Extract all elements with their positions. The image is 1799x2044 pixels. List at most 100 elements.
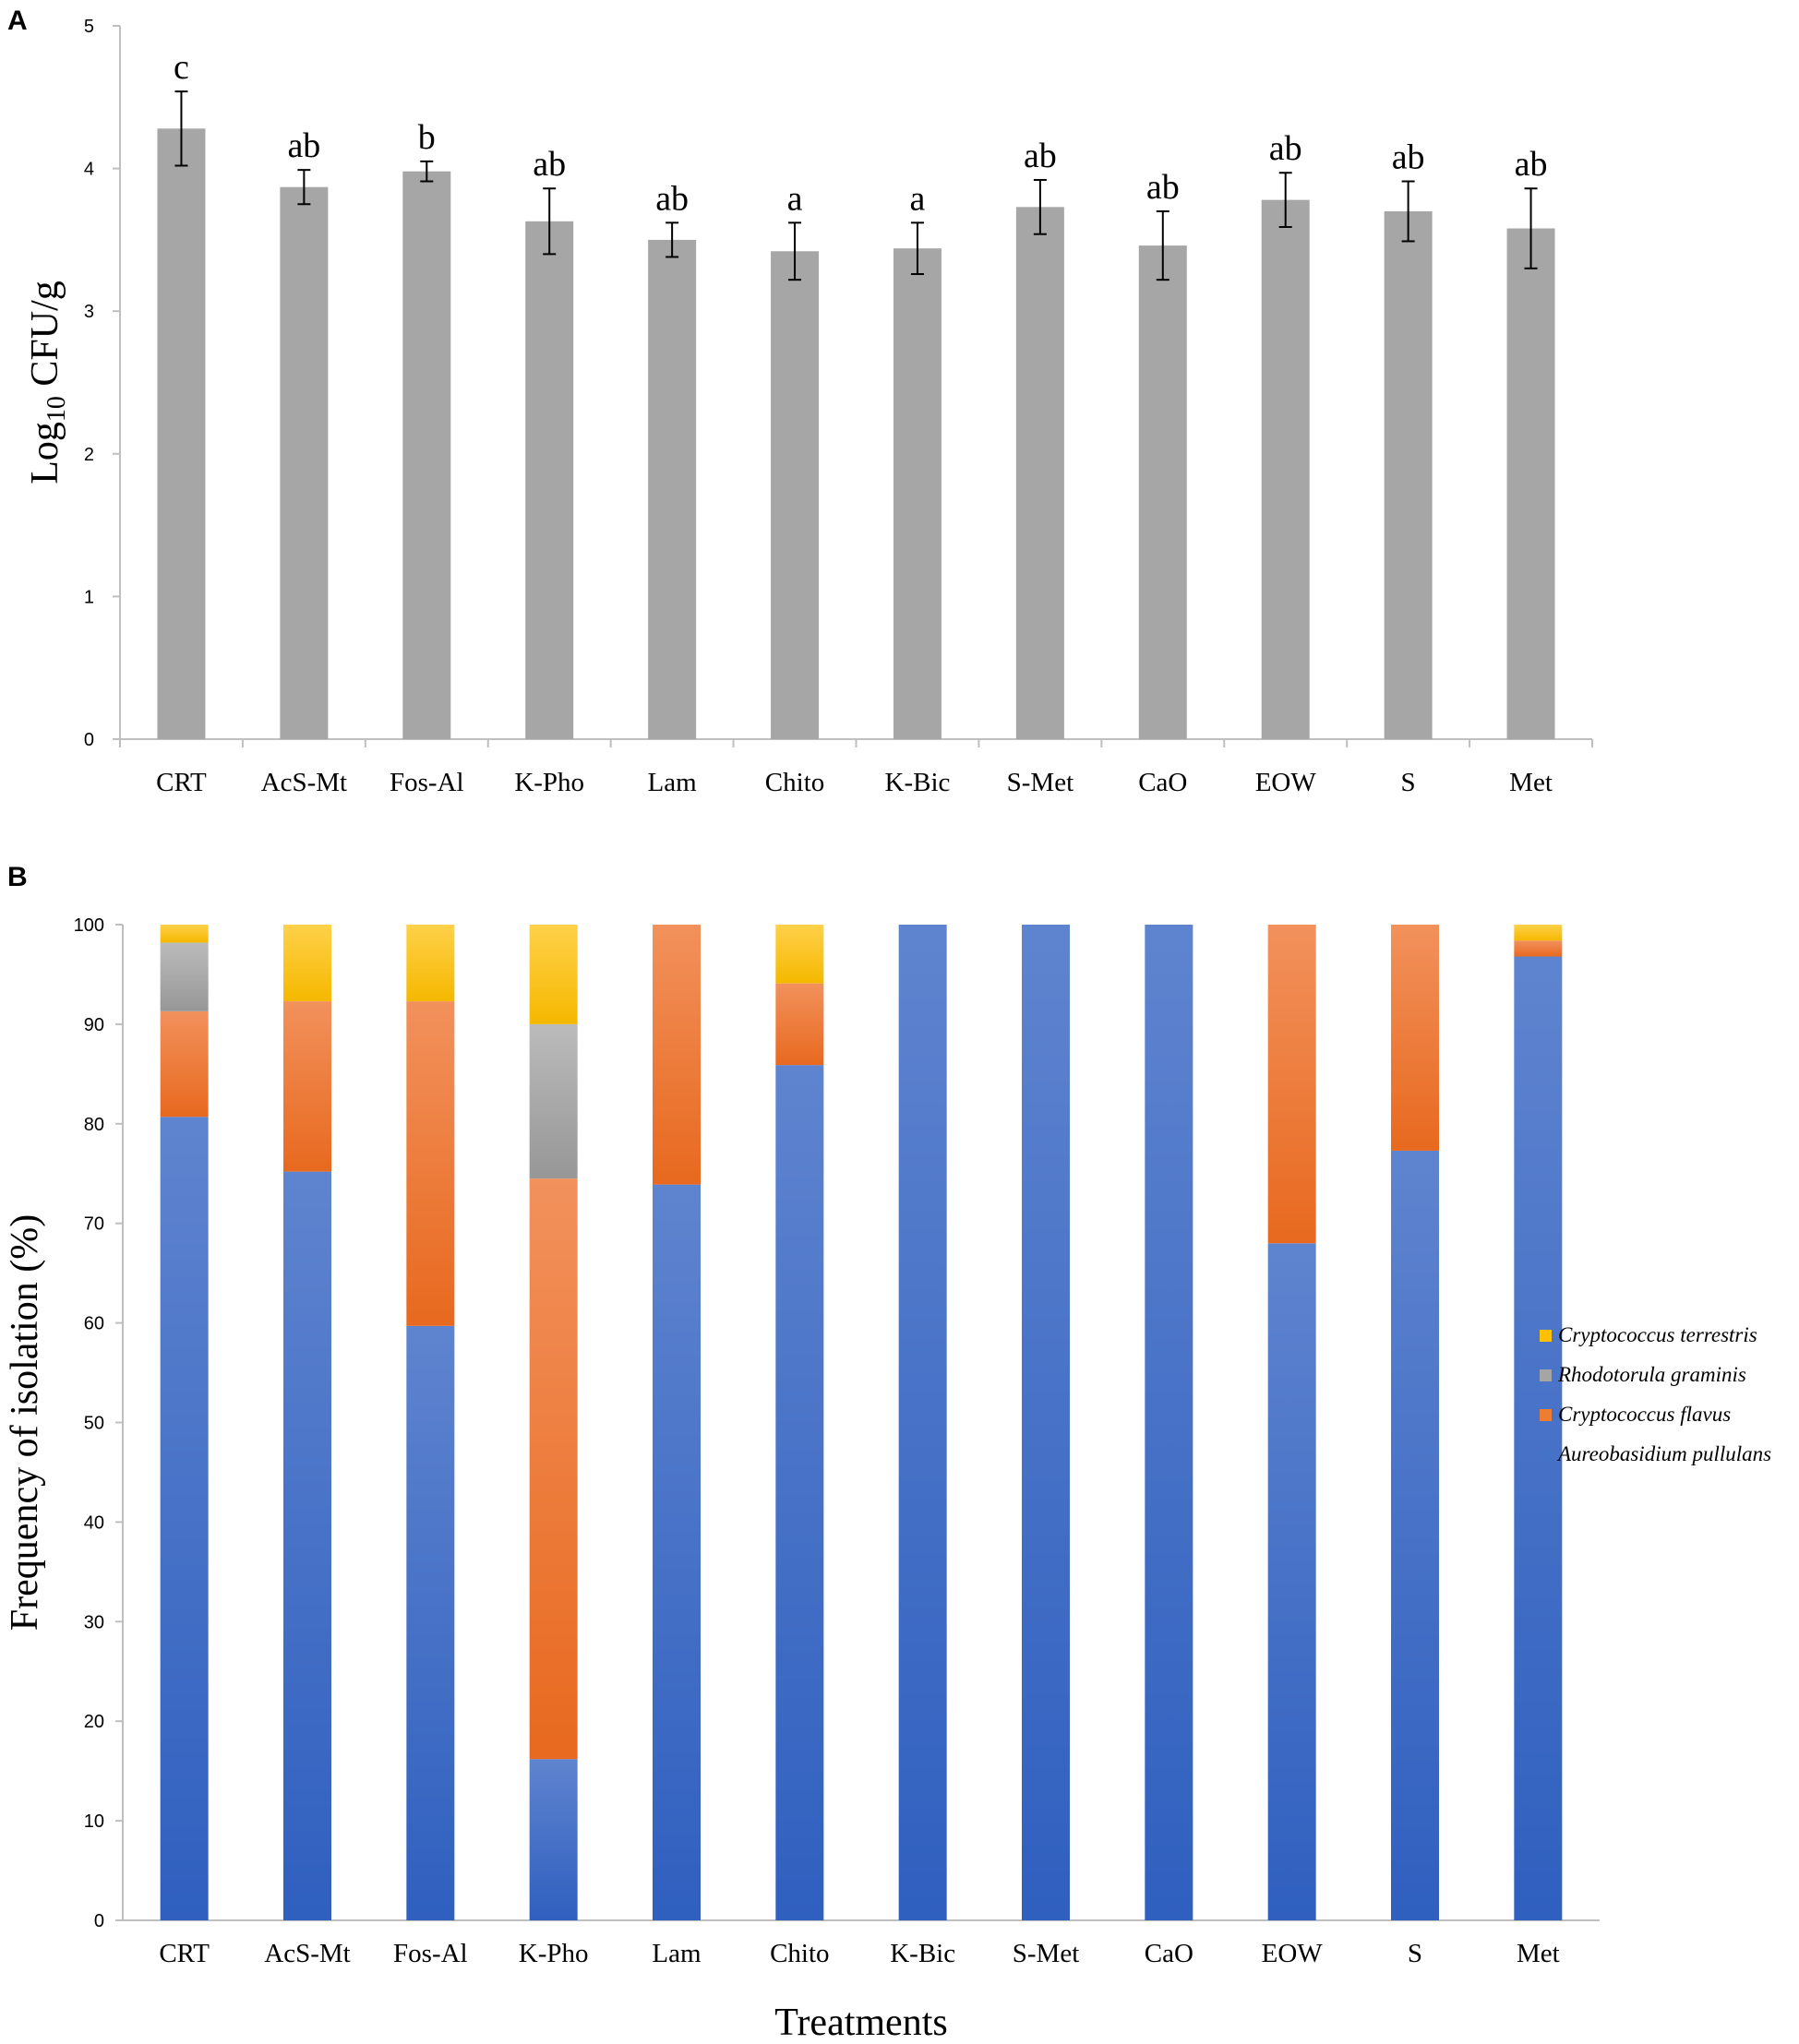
bar-segment-cryptococcus-flavus-Chito: [775, 983, 824, 1066]
bar-segment-cryptococcus-flavus-Lam: [653, 925, 701, 1185]
bar-CaO: [1138, 245, 1187, 740]
legend-swatch-cryptococcus-flavus: [1540, 1409, 1552, 1421]
x-tick-label-a: S-Met: [1007, 768, 1074, 797]
x-tick-label-a: Chito: [765, 768, 824, 797]
bar-segment-aureobasidium-pullulans-K-Bic: [898, 925, 947, 1920]
bar-Lam: [648, 239, 697, 739]
x-tick-label-b: S: [1408, 1939, 1422, 1968]
x-tick-label-b: Lam: [652, 1939, 702, 1968]
bar-AcS-Mt: [280, 186, 329, 739]
bar-segment-cryptococcus-flavus-S: [1391, 925, 1439, 1151]
x-tick-label-b: Fos-Al: [393, 1939, 468, 1968]
significance-letter-CRT: c: [174, 48, 189, 87]
bar-Fos-Al: [402, 171, 451, 739]
bar-K-Bic: [893, 248, 941, 739]
bar-segment-cryptococcus-flavus-K-Pho: [529, 1178, 578, 1760]
x-tick-label-b: CaO: [1145, 1939, 1193, 1968]
x-tick-label-a: K-Pho: [514, 768, 584, 797]
x-tick-label-a: CRT: [156, 768, 207, 797]
bar-segment-aureobasidium-pullulans-Fos-Al: [406, 1325, 455, 1920]
significance-letter-Met: ab: [1515, 145, 1548, 184]
x-tick-label-a: Lam: [648, 768, 698, 797]
y-tick-label-a: 4: [84, 160, 94, 180]
bar-segment-aureobasidium-pullulans-AcS-Mt: [283, 1171, 331, 1920]
bar-segment-cryptococcus-terrestris-Chito: [775, 925, 824, 984]
significance-letter-Chito: a: [787, 179, 803, 218]
bar-segment-cryptococcus-terrestris-Fos-Al: [406, 925, 455, 1002]
significance-letter-S: ab: [1392, 138, 1425, 177]
x-tick-label-a: K-Bic: [885, 768, 951, 797]
bar-K-Pho: [525, 221, 574, 739]
legend-label-aureobasidium-pullulans: Aureobasidium pullulans: [1556, 1442, 1771, 1465]
bar-segment-cryptococcus-terrestris-CRT: [160, 925, 209, 943]
panel-label-a: A: [7, 6, 28, 36]
bar-segment-cryptococcus-flavus-Met: [1514, 940, 1563, 957]
bar-EOW: [1261, 199, 1310, 739]
significance-letter-EOW: ab: [1269, 129, 1302, 168]
bar-segment-aureobasidium-pullulans-CaO: [1145, 925, 1193, 1920]
significance-letter-K-Bic: a: [910, 179, 926, 218]
bar-segment-cryptococcus-flavus-CRT: [160, 1010, 209, 1118]
bar-segment-aureobasidium-pullulans-Lam: [653, 1184, 701, 1920]
y-tick-label-a: 3: [84, 302, 94, 322]
x-tick-label-b: CRT: [159, 1939, 210, 1968]
bar-segment-cryptococcus-flavus-Fos-Al: [406, 1001, 455, 1326]
panel-label-b: B: [7, 862, 28, 892]
x-tick-label-a: AcS-Mt: [261, 768, 347, 797]
bar-CRT: [157, 128, 206, 739]
significance-letter-CaO: ab: [1146, 168, 1180, 207]
y-tick-label-b: 10: [84, 1811, 104, 1832]
bar-segment-cryptococcus-terrestris-AcS-Mt: [283, 925, 331, 1002]
significance-letter-K-Pho: ab: [533, 145, 566, 184]
chart-panel-a: 0 1 2 3 4 5 c CRT ab AcS-Mt b Fos-Al ab K-Pho ab Lam a Ch…: [24, 17, 1593, 797]
legend: Cryptococcus terrestris Rhodotorula grami…: [1540, 1323, 1771, 1465]
y-axis-title-a: Log10 CFU/g: [24, 281, 71, 484]
bar-segment-aureobasidium-pullulans-S-Met: [1022, 925, 1070, 1920]
legend-label-cryptococcus-flavus: Cryptococcus flavus: [1558, 1403, 1731, 1426]
x-tick-label-b: Met: [1517, 1939, 1560, 1968]
x-tick-label-a: CaO: [1138, 768, 1187, 797]
y-tick-label-a: 0: [84, 730, 94, 750]
y-tick-label-b: 0: [94, 1911, 104, 1931]
y-tick-label-b: 90: [84, 1015, 104, 1035]
y-tick-label-b: 50: [84, 1414, 104, 1434]
x-tick-label-a: EOW: [1255, 768, 1317, 797]
bar-S: [1384, 210, 1433, 740]
significance-letter-Fos-Al: b: [418, 118, 436, 157]
y-tick-label-a: 5: [84, 17, 94, 37]
significance-letter-AcS-Mt: ab: [287, 126, 320, 165]
x-tick-label-b: K-Pho: [519, 1939, 589, 1968]
y-axis-title-b: Frequency of isolation (%): [4, 1214, 46, 1631]
y-axis-title-a-subscript: 10: [42, 396, 71, 422]
bar-segment-aureobasidium-pullulans-EOW: [1267, 1243, 1316, 1920]
bar-segment-cryptococcus-flavus-AcS-Mt: [283, 1001, 331, 1172]
y-axis-title-a-main: Log: [24, 422, 66, 484]
legend-label-cryptococcus-terrestris: Cryptococcus terrestris: [1558, 1323, 1757, 1346]
significance-letter-S-Met: ab: [1024, 137, 1057, 175]
x-tick-label-a: Met: [1509, 768, 1553, 797]
x-axis-title-b: Treatments: [774, 2002, 947, 2044]
y-tick-label-a: 2: [84, 445, 94, 465]
bar-segment-cryptococcus-terrestris-Met: [1514, 925, 1563, 941]
y-tick-label-b: 20: [84, 1712, 104, 1732]
legend-swatch-aureobasidium-pullulans: [1540, 1449, 1552, 1461]
y-tick-label-a: 1: [84, 587, 94, 607]
y-tick-label-b: 70: [84, 1214, 104, 1235]
bar-segment-rhodotorula-graminis-CRT: [160, 942, 209, 1011]
chart-panel-b: 0 10 20 30 40 50 60 70 80 90 100 CRT AcS-Mt Fos-Al K-P…: [4, 915, 1771, 2044]
x-tick-label-b: Chito: [770, 1939, 829, 1968]
bar-segment-aureobasidium-pullulans-Chito: [775, 1065, 824, 1920]
x-tick-label-b: K-Bic: [890, 1939, 955, 1968]
y-tick-label-b: 40: [84, 1512, 104, 1533]
x-tick-label-b: AcS-Mt: [264, 1939, 350, 1968]
y-tick-label-b: 100: [74, 915, 104, 936]
bar-segment-cryptococcus-flavus-EOW: [1267, 925, 1316, 1244]
legend-swatch-rhodotorula-graminis: [1540, 1369, 1552, 1381]
y-tick-label-b: 80: [84, 1115, 104, 1135]
significance-letter-Lam: ab: [655, 179, 689, 218]
y-axis-title-a-unit: CFU/g: [24, 281, 66, 396]
x-tick-label-a: Fos-Al: [390, 768, 464, 797]
bar-Met: [1506, 228, 1555, 740]
x-tick-label-b: S-Met: [1013, 1939, 1080, 1968]
